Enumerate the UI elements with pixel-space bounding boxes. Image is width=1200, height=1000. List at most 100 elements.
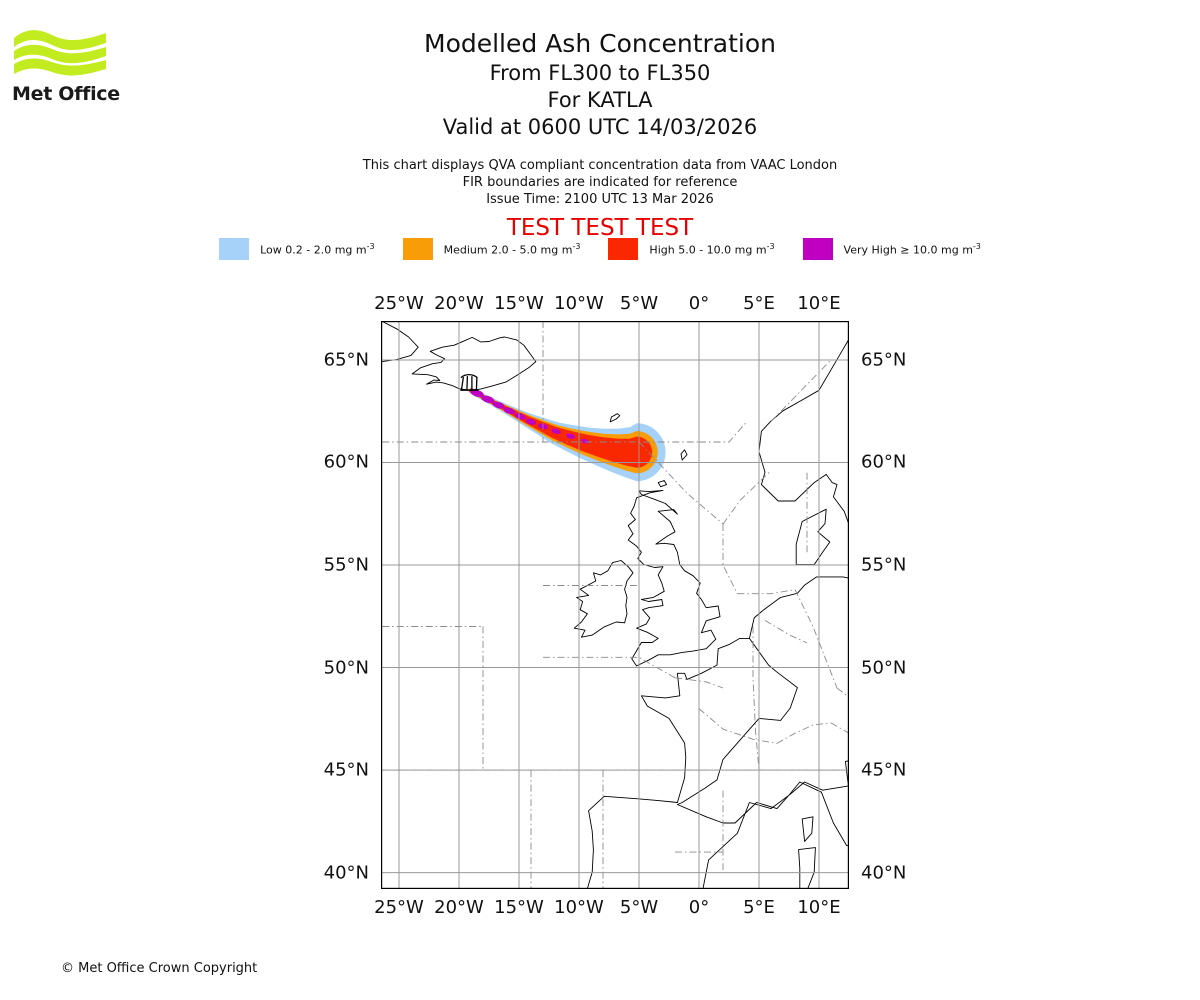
coastline [586,637,849,889]
lat-label-right: 50°N [861,657,907,679]
met-office-logo: Met Office [12,24,132,104]
lon-label-top: 10°W [554,293,604,314]
volcano-glacier-strokes [460,376,478,391]
fir-boundary [836,687,849,697]
katla-volcano-marker [460,373,479,391]
fir-boundary [722,470,772,525]
plume-cell-very-high [470,389,484,398]
legend-swatch-high [608,238,639,260]
lon-label-top: 25°W [374,293,424,314]
ash-concentration-map: 25°W 25°W 20°W 20°W 15°W 15°W 10°W 10°W 5°W 5°W 0°… [324,293,907,918]
volcano-subtitle: For KATLA [547,88,653,112]
lat-label-right: 40°N [861,862,907,884]
lon-label-top: 0° [688,293,710,314]
fir-boundary [794,589,838,689]
lon-label-bottom: 25°W [374,897,424,918]
lon-label-bottom: 20°W [434,897,484,918]
fir-boundary [830,722,849,734]
copyright-notice: © Met Office Crown Copyright [61,961,258,976]
fir-boundary [776,722,832,744]
lon-label-top: 5°E [743,293,775,314]
volcano-marker-layer [460,373,479,391]
fir-boundary [722,524,738,594]
lon-label-bottom: 10°E [797,897,841,918]
graticule-layer [381,321,849,889]
lon-label-bottom: 15°W [494,897,544,918]
plume-cell-very-high [514,413,526,420]
lon-label-top: 10°E [797,293,841,314]
legend-label-very-high: Very High ≥ 10.0 mg m-3 [843,241,981,257]
fir-boundary [698,708,778,744]
legend-item-very-high: Very High ≥ 10.0 mg m-3 [802,238,981,260]
lon-label-bottom: 5°W [619,897,659,918]
lat-label-left: 50°N [323,657,369,679]
legend-label-high: High 5.0 - 10.0 mg m-3 [649,241,775,257]
lat-label-right: 60°N [861,451,907,473]
valid-time-subtitle: Valid at 0600 UTC 14/03/2026 [442,115,758,139]
page-title: Modelled Ash Concentration [424,29,776,58]
very-high-cell [503,407,516,415]
lon-label-bottom: 10°W [554,897,604,918]
very-high-cell [525,418,537,425]
plume-cell-very-high [503,407,516,415]
coastline [801,816,814,842]
lat-label-left: 55°N [323,554,369,576]
volcano-summit-arc [460,373,478,379]
chart-title-block: Modelled Ash Concentration From FL300 to… [0,28,1200,141]
legend-label-medium: Medium 2.0 - 5.0 mg m-3 [443,241,581,257]
legend-label-low: Low 0.2 - 2.0 mg m-3 [260,241,375,257]
coastline [609,413,621,423]
legend-swatch-medium [402,238,433,260]
fir-boundary [638,441,724,525]
plume-band-high [469,388,653,468]
met-office-logo-mark [14,30,106,76]
legend-item-low: Low 0.2 - 2.0 mg m-3 [219,238,375,260]
lat-label-left: 60°N [323,451,369,473]
very-high-cell [492,401,505,409]
map-background [381,321,849,889]
flight-level-subtitle: From FL300 to FL350 [489,61,711,85]
legend-swatch-very-high [802,238,833,260]
lon-label-top: 5°W [619,293,659,314]
very-high-cell [551,428,561,435]
lat-label-left: 65°N [323,349,369,371]
coastline [795,508,831,566]
ash-plume-layer [468,387,666,482]
very-high-cell [481,395,495,404]
very-high-cell [566,433,576,439]
plume-cell-very-high [481,395,495,404]
chart-description-block: This chart displays QVA compliant concen… [0,157,1200,208]
very-high-cell [514,413,526,420]
plume-cell-very-high [492,401,505,409]
test-banner: TEST TEST TEST [506,215,694,241]
legend-item-high: High 5.0 - 10.0 mg m-3 [608,238,775,260]
map-frame [381,321,849,889]
fir-boundary [674,677,724,689]
coastline [680,449,688,461]
lat-label-right: 55°N [861,554,907,576]
fir-boundary [737,589,796,595]
plume-cell-very-high [551,428,561,435]
coastline [758,338,849,526]
very-high-cell [470,389,484,398]
lon-label-top: 20°W [434,293,484,314]
coastline [798,847,816,889]
legend-swatch-low [219,238,250,260]
coastline [627,489,721,667]
lat-label-left: 45°N [323,759,369,781]
lat-label-right: 65°N [861,349,907,371]
lon-label-bottom: 0° [688,897,710,918]
plume-cell-very-high [566,433,576,439]
concentration-legend: Low 0.2 - 2.0 mg m-3 Medium 2.0 - 5.0 mg… [0,238,1200,260]
coastline [657,480,668,488]
fir-boundary [752,626,760,771]
issue-time: Issue Time: 2100 UTC 13 Mar 2026 [486,192,714,207]
lon-label-top: 15°W [494,293,544,314]
legend-item-medium: Medium 2.0 - 5.0 mg m-3 [402,238,581,260]
map-canvas [381,321,849,889]
lon-label-bottom: 5°E [743,897,775,918]
lat-label-left: 40°N [323,862,369,884]
qva-note: This chart displays QVA compliant concen… [362,158,838,173]
lat-label-right: 45°N [861,759,907,781]
coastline [748,576,849,639]
